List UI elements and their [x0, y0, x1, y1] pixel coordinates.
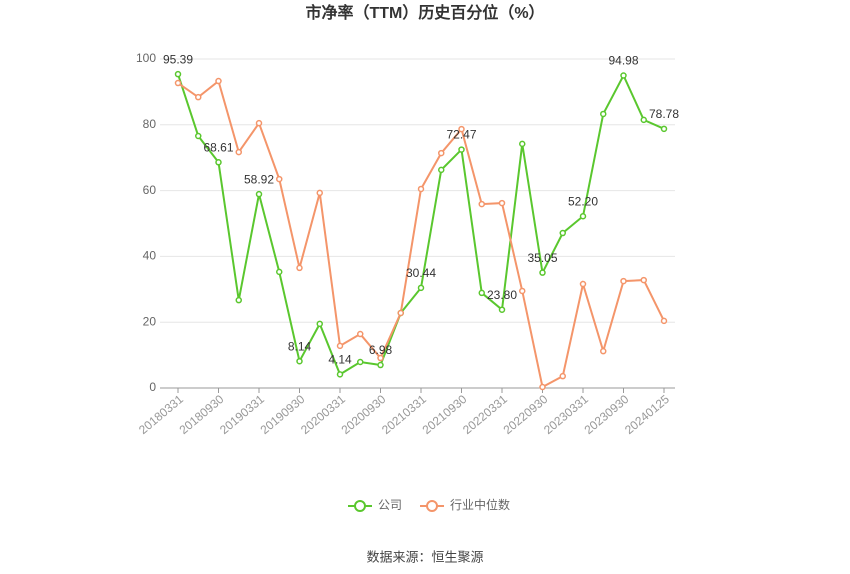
point [539, 383, 546, 391]
point [195, 93, 202, 101]
point [377, 354, 384, 362]
point [600, 110, 607, 118]
y-tick-label: 20 [143, 314, 157, 328]
x-tick-label: 20240125 [622, 392, 672, 437]
point [215, 77, 222, 85]
point [215, 159, 222, 166]
point [640, 116, 647, 124]
legend-marker [426, 500, 439, 512]
data-label: 35.05 [527, 251, 557, 265]
legend-label: 行业中位数 [450, 497, 510, 512]
point [276, 175, 283, 183]
point [195, 132, 202, 140]
point [296, 264, 303, 272]
y-tick-label: 80 [143, 117, 157, 131]
point [174, 70, 182, 78]
point [316, 320, 323, 328]
point [417, 284, 425, 292]
point [559, 372, 566, 380]
point [478, 200, 485, 208]
point [255, 190, 263, 198]
point [296, 357, 303, 365]
point [640, 276, 647, 284]
y-tick-label: 0 [149, 380, 156, 394]
point [174, 79, 182, 87]
data-label: 95.39 [163, 52, 193, 66]
point [255, 119, 263, 127]
series-line [177, 73, 665, 376]
point [539, 269, 546, 276]
data-label: 78.78 [649, 107, 679, 121]
legend-label: 公司 [378, 498, 402, 512]
data-label: 52.20 [568, 194, 598, 208]
point [336, 371, 344, 378]
point [235, 148, 242, 156]
point [660, 125, 668, 133]
point [559, 229, 566, 237]
point [438, 166, 445, 174]
point [357, 330, 364, 338]
point [377, 361, 384, 369]
point [458, 146, 465, 153]
data-label: 94.98 [608, 54, 638, 68]
data-label: 6.98 [369, 343, 393, 357]
data-label: 4.14 [328, 353, 352, 367]
data-label: 23.80 [487, 288, 517, 302]
point [458, 125, 465, 133]
chart-title: 市净率（TTM）历史百分位（%） [305, 3, 544, 22]
point [417, 185, 425, 193]
data-label: 58.92 [244, 172, 274, 186]
legend-marker [354, 500, 366, 512]
data-label: 30.44 [406, 266, 436, 280]
data-label: 72.47 [446, 128, 476, 142]
point [600, 347, 607, 355]
point [336, 342, 344, 350]
point [519, 140, 526, 148]
point [579, 280, 587, 288]
point [438, 149, 445, 157]
point [357, 358, 364, 366]
point [620, 72, 627, 79]
source: 数据来源：恒生聚源 [366, 549, 483, 564]
y-tick-label: 60 [143, 183, 157, 197]
point [498, 199, 506, 207]
point [235, 296, 242, 304]
y-tick-label: 100 [136, 51, 156, 65]
y-tick-label: 40 [143, 249, 157, 263]
point [478, 289, 485, 297]
data-label: 68.61 [203, 140, 233, 154]
point [579, 213, 587, 220]
point [660, 317, 668, 325]
point [620, 277, 627, 285]
point [498, 306, 506, 313]
point [397, 309, 404, 317]
point [276, 268, 283, 276]
point [316, 189, 323, 197]
data-label: 8.14 [288, 339, 312, 353]
point [519, 287, 526, 295]
